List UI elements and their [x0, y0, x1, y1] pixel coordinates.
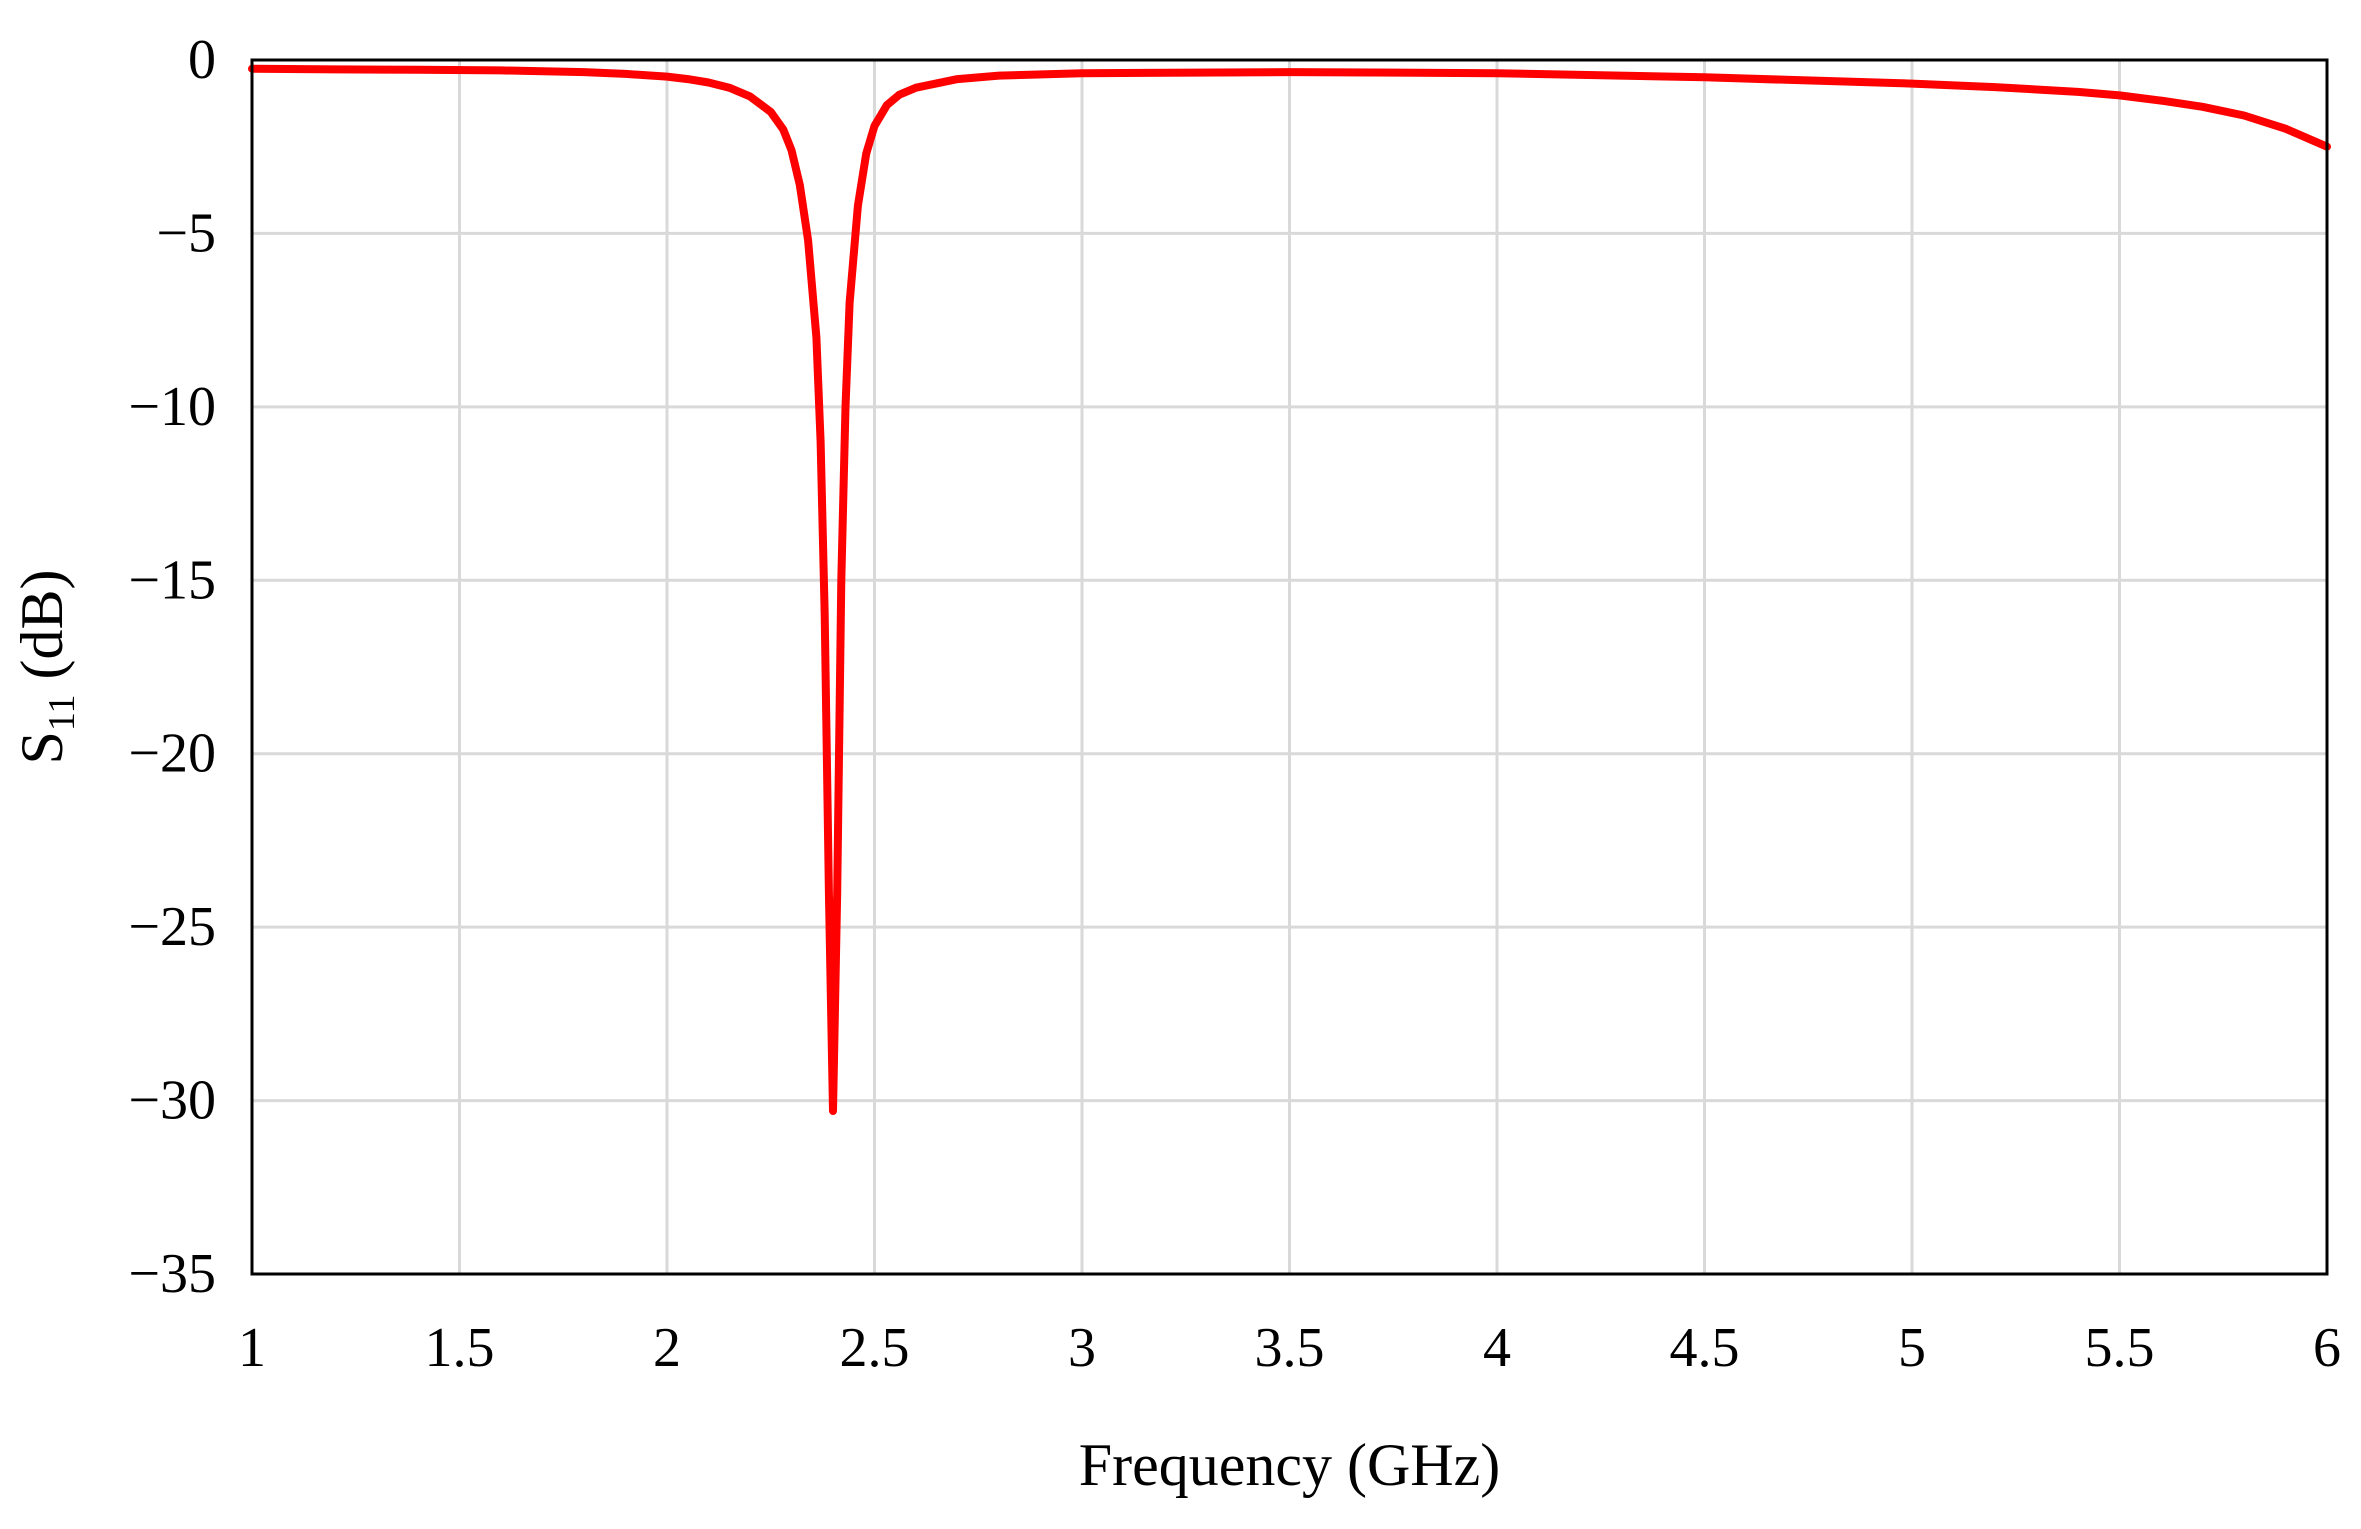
y-axis-title-unit: (dB): [9, 570, 75, 695]
y-axis-title: S11 (dB): [9, 570, 83, 765]
y-tick-label: −25: [128, 896, 216, 958]
x-tick-label: 5: [1898, 1317, 1926, 1379]
x-tick-label: 4.5: [1670, 1317, 1740, 1379]
y-tick-label: −35: [128, 1243, 216, 1305]
x-tick-label: 1.5: [425, 1317, 495, 1379]
x-tick-label: 1: [238, 1317, 266, 1379]
x-tick-label: 2.5: [840, 1317, 910, 1379]
x-tick-label: 4: [1483, 1317, 1511, 1379]
y-tick-label: −30: [128, 1070, 216, 1132]
x-tick-label: 5.5: [2085, 1317, 2155, 1379]
x-tick-label: 6: [2313, 1317, 2341, 1379]
y-axis-title-subscript: 11: [41, 695, 83, 732]
grid: [250, 58, 2329, 1276]
series-layer: [248, 64, 2331, 1115]
y-tick-label: −15: [128, 549, 216, 611]
y-tick-label: −20: [128, 723, 216, 785]
y-axis-title-main: S: [9, 731, 75, 764]
x-tick-label: 3: [1068, 1317, 1096, 1379]
x-axis-ticks: 1 1.5 2 2.5 3 3.5 4 4.5 5 5.5 6: [238, 1317, 2341, 1379]
y-tick-label: −10: [128, 376, 216, 438]
x-axis-title: Frequency (GHz): [1079, 1432, 1501, 1498]
y-axis-ticks: 0 −5 −10 −15 −20 −25 −30 −35: [128, 29, 216, 1305]
x-tick-label: 2: [653, 1317, 681, 1379]
series-line-0: [248, 64, 2331, 1115]
x-tick-label: 3.5: [1255, 1317, 1325, 1379]
y-tick-label: 0: [188, 29, 216, 91]
plot-area-frame: [250, 58, 2329, 1276]
y-tick-label: −5: [156, 202, 216, 264]
